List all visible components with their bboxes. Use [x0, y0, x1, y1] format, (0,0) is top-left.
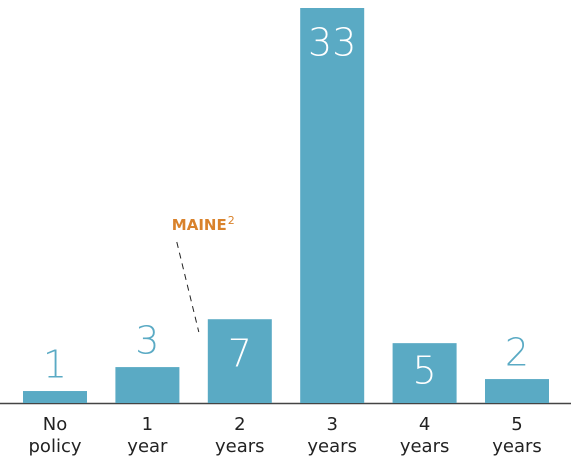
x-tick-label: 5 years	[492, 414, 542, 457]
value-label: 2	[505, 331, 529, 375]
x-tick-label: No policy	[28, 414, 82, 457]
bar	[485, 379, 549, 403]
annotation-leader	[176, 241, 200, 333]
bar	[207, 319, 272, 403]
value-label: 33	[308, 21, 356, 65]
x-tick-label: 3 years	[307, 414, 357, 457]
x-tick-label: 1 year	[127, 414, 168, 457]
annotation-text: MAINE	[172, 216, 227, 234]
x-tick-label: 4 years	[399, 414, 450, 457]
x-tick-label: 2 years	[215, 414, 265, 457]
bar	[115, 367, 180, 403]
bar	[392, 343, 457, 403]
annotation-superscript: 2	[228, 214, 235, 227]
value-label: 5	[413, 349, 437, 393]
bar	[300, 8, 365, 403]
value-label: 3	[135, 319, 159, 363]
value-label: 1	[43, 343, 67, 387]
bar	[23, 391, 87, 403]
annotation: MAINE2	[172, 214, 235, 234]
value-label: 7	[228, 332, 252, 376]
